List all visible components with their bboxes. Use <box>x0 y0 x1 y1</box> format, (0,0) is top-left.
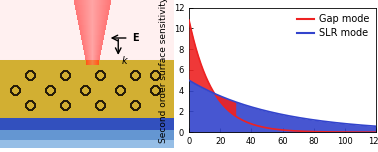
Text: k: k <box>122 56 127 66</box>
Y-axis label: Second order surface sensitivity: Second order surface sensitivity <box>159 0 168 143</box>
Legend: Gap mode, SLR mode: Gap mode, SLR mode <box>294 12 371 40</box>
Text: E: E <box>132 33 139 43</box>
